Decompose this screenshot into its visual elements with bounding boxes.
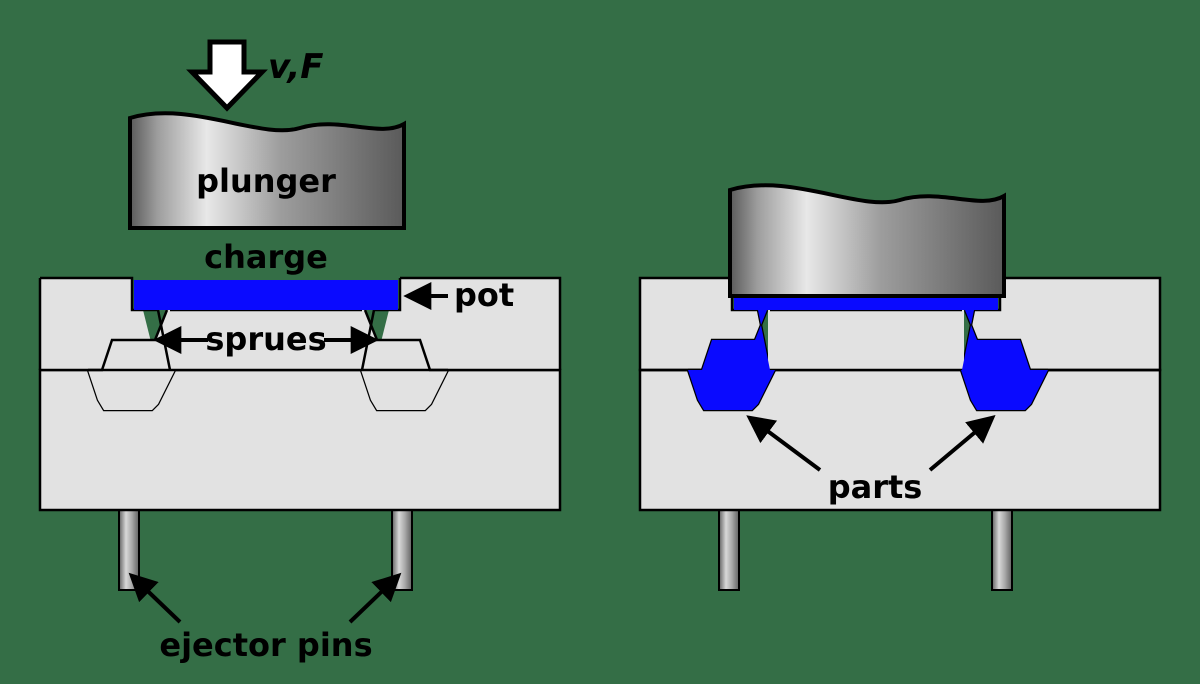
pot-label: pot <box>454 276 514 314</box>
plunger-right <box>730 185 1004 296</box>
force-arrow <box>192 42 262 108</box>
charge-label: charge <box>204 238 328 276</box>
vf-label: v,F <box>268 47 324 87</box>
plunger-label: plunger <box>196 162 336 200</box>
parts-label: parts <box>828 468 923 506</box>
ejector-pins-label: ejector pins <box>159 626 372 664</box>
molding-diagram: v,F plunger charge sprues pot ejector pi… <box>0 0 1200 684</box>
sprues-label: sprues <box>205 320 326 358</box>
left-assembly: v,F plunger charge sprues pot ejector pi… <box>40 42 560 664</box>
charge <box>134 280 398 310</box>
right-assembly: parts <box>640 185 1160 590</box>
